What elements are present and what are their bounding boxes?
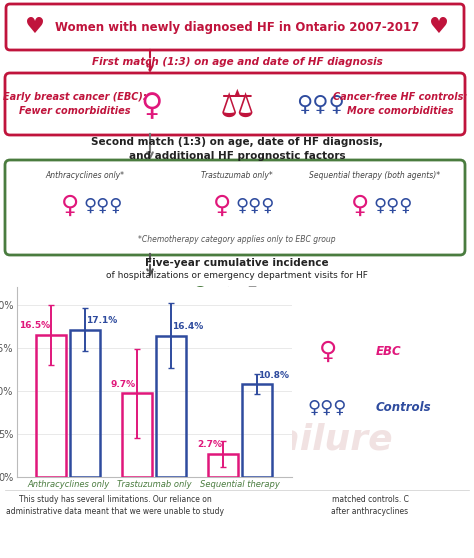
Text: ♀: ♀ [141,93,163,122]
Text: Cancer-free HF controls:
More comorbidities: Cancer-free HF controls: More comorbidit… [333,93,467,116]
Text: 16.5%: 16.5% [19,321,50,330]
Text: Sequential therapy (both agents)*: Sequential therapy (both agents)* [310,171,440,180]
Text: ♀♀♀: ♀♀♀ [296,94,345,114]
Text: ♀: ♀ [213,194,231,218]
Text: 17.1%: 17.1% [86,316,118,325]
Text: Five-year cumulative incidence: Five-year cumulative incidence [145,258,329,268]
Text: after anthracyclines: after anthracyclines [331,507,409,517]
Text: administrative data meant that we were unable to study: administrative data meant that we were u… [6,507,224,517]
Text: ♀♀♀: ♀♀♀ [374,197,413,215]
Text: 9.7%: 9.7% [111,380,136,389]
Text: Early breast cancer (EBC):
Fewer comorbidities: Early breast cancer (EBC): Fewer comorbi… [3,93,147,116]
Text: ♥: ♥ [429,17,449,37]
FancyBboxPatch shape [5,160,465,255]
Text: ♀♀♀: ♀♀♀ [308,398,347,416]
Text: matched controls. C: matched controls. C [331,496,409,504]
Text: ⯭: ⯭ [247,286,256,301]
FancyBboxPatch shape [6,4,464,50]
Text: Controls: Controls [376,401,431,414]
Text: 2.7%: 2.7% [197,440,222,450]
Text: Women with newly diagnosed HF in Ontario 2007-2017: Women with newly diagnosed HF in Ontario… [55,21,419,33]
Text: ♀♀♀: ♀♀♀ [83,197,123,215]
FancyBboxPatch shape [5,73,465,135]
Text: *Chemotherapy category applies only to EBC group: *Chemotherapy category applies only to E… [138,235,336,244]
Bar [242,384,272,477]
Text: of hospitalizations or emergency department visits for HF: of hospitalizations or emergency departm… [106,271,368,280]
Text: ♀: ♀ [351,194,369,218]
Text: EBC: EBC [376,345,401,358]
Text: ⚖: ⚖ [219,87,255,125]
Text: ♀♀♀: ♀♀♀ [235,197,275,215]
Text: This study has several limitations. Our reliance on: This study has several limitations. Our … [18,496,211,504]
Text: 16.4%: 16.4% [172,323,203,331]
Text: ♥: ♥ [25,17,45,37]
Text: ♀: ♀ [61,194,79,218]
Bar [156,336,186,477]
Text: ♀: ♀ [319,339,337,364]
Text: ⌂: ⌂ [222,283,234,302]
Text: Second match (1:3) on age, date of HF diagnosis,
and additional HF prognostic fa: Second match (1:3) on age, date of HF di… [91,137,383,161]
Text: 10.8%: 10.8% [258,371,289,379]
Bar [70,330,100,477]
Bar [36,335,66,477]
Bar [122,393,152,477]
Text: ⊕: ⊕ [191,283,210,303]
Text: First match (1:3) on age and date of HF diagnosis: First match (1:3) on age and date of HF … [91,57,383,67]
Text: Heart Failure: Heart Failure [128,423,392,457]
Text: Trastuzumab only*: Trastuzumab only* [201,171,273,180]
Text: Anthracyclines only*: Anthracyclines only* [46,171,125,180]
Bar [208,454,238,477]
